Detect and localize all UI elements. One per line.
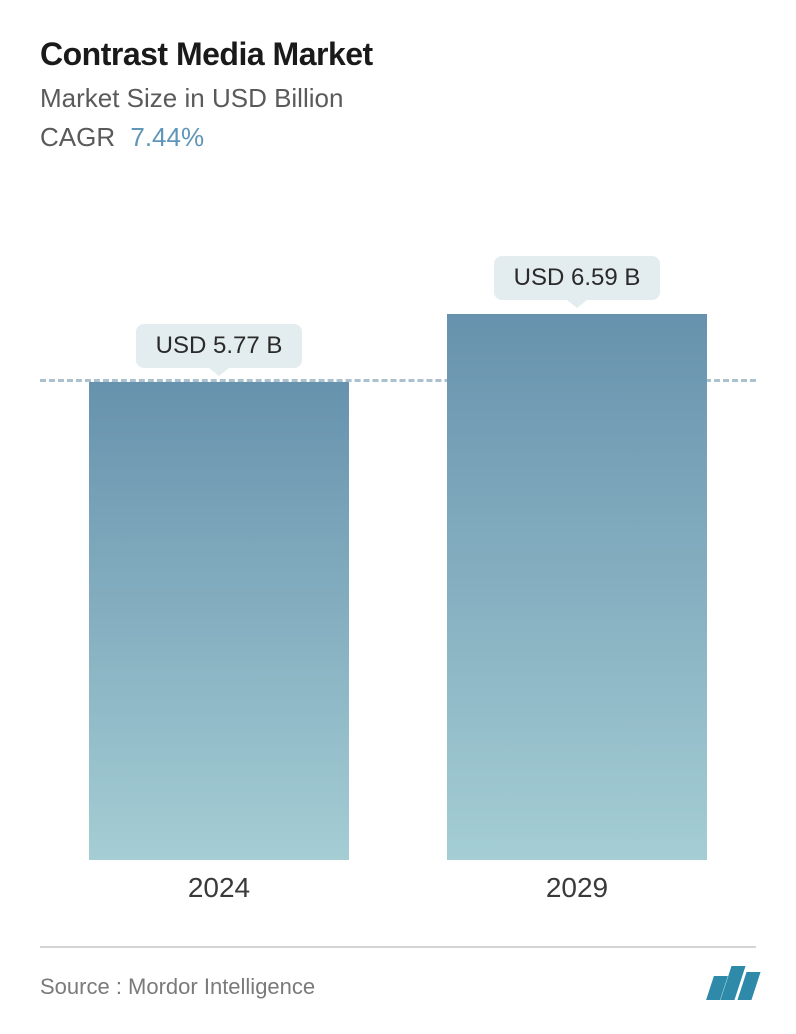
bar-group-0: USD 5.77 B [69,220,369,860]
cagr-label: CAGR [40,122,115,152]
chart-container: Contrast Media Market Market Size in USD… [0,0,796,1034]
bar-1 [447,314,707,860]
x-label-0: 2024 [69,872,369,904]
x-label-1: 2029 [427,872,727,904]
cagr-row: CAGR 7.44% [40,122,756,153]
bar-group-1: USD 6.59 B [427,220,727,860]
source-text: Source : Mordor Intelligence [40,974,315,1000]
footer: Source : Mordor Intelligence [40,946,756,1000]
value-label-1: USD 6.59 B [494,256,661,300]
chart-subtitle: Market Size in USD Billion [40,83,756,114]
value-label-0: USD 5.77 B [136,324,303,368]
cagr-value: 7.44% [130,122,204,152]
chart-area: USD 5.77 B USD 6.59 B [40,220,756,860]
bars-group: USD 5.77 B USD 6.59 B [40,220,756,860]
x-axis-labels: 2024 2029 [40,872,756,904]
bar-0 [89,382,349,860]
chart-title: Contrast Media Market [40,36,756,73]
brand-logo [710,966,756,1000]
